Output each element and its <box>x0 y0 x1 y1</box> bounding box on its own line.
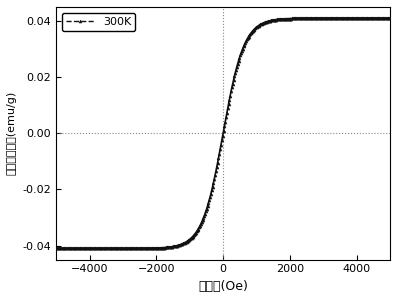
Y-axis label: 饱和磁化强度(emu/g): 饱和磁化强度(emu/g) <box>7 91 17 176</box>
300K <box>264 20 268 24</box>
X-axis label: 矫顼力(Oe): 矫顼力(Oe) <box>198 280 248 293</box>
300K <box>186 238 191 242</box>
Legend: 300K: 300K <box>62 13 135 32</box>
300K <box>162 246 167 249</box>
Line: 300K: 300K <box>54 16 391 250</box>
300K <box>295 16 299 20</box>
300K <box>297 16 301 20</box>
300K <box>94 247 99 250</box>
300K <box>388 16 393 20</box>
300K <box>54 247 58 250</box>
